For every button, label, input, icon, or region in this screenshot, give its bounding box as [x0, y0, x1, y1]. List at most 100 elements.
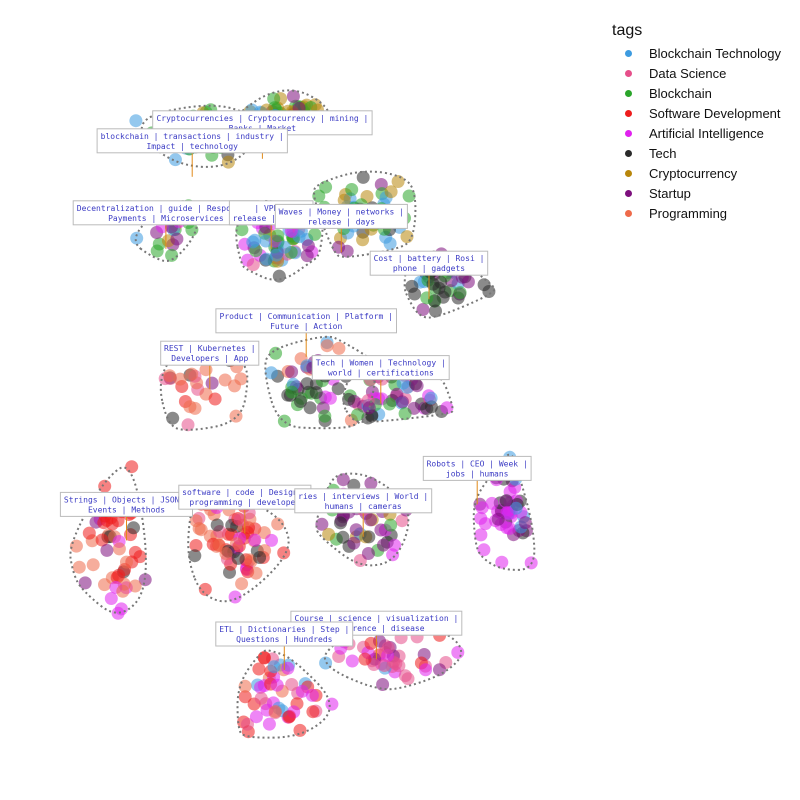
annotation-label: ETL | Dictionaries | Step | — [219, 625, 349, 634]
scatter-point — [294, 395, 307, 408]
legend-item: Programming — [612, 203, 800, 223]
annotation-label: Course | science | visualization | — [295, 614, 459, 623]
scatter-point — [235, 223, 249, 237]
cluster-annotation: Tech | Women | Technology |world | certi… — [311, 355, 450, 404]
scatter-point — [381, 641, 395, 655]
cluster-annotation: ries | interviews | World |humans | came… — [294, 488, 433, 537]
scatter-point — [129, 114, 143, 128]
scatter-point — [238, 679, 252, 693]
scatter-point — [278, 240, 291, 254]
scatter-point — [485, 496, 499, 510]
annotation-label: release | days — [308, 217, 376, 226]
scatter-point — [229, 537, 243, 551]
legend-item: Blockchain — [612, 84, 800, 104]
scatter-point — [500, 521, 514, 535]
annotation-box — [294, 488, 433, 514]
scatter-point — [170, 232, 184, 246]
legend-item: Data Science — [612, 64, 800, 84]
scatter-point — [461, 275, 475, 289]
scatter-point — [345, 654, 359, 668]
scatter-point — [120, 555, 133, 569]
legend-swatch — [625, 130, 632, 137]
scatter-point — [128, 545, 142, 559]
scatter-point — [112, 542, 126, 556]
scatter-point — [82, 526, 96, 540]
scatter-point — [318, 409, 332, 423]
scatter-point — [150, 244, 164, 258]
scatter-point — [377, 659, 391, 672]
scatter-point — [198, 582, 212, 596]
scatter-point — [228, 590, 242, 604]
annotation-label: humans | cameras — [325, 502, 402, 511]
legend-item: Artificial Intelligence — [612, 124, 800, 144]
scatter-point — [518, 516, 532, 530]
scatter-point — [205, 376, 219, 390]
scatter-point — [358, 652, 372, 666]
annotation-label: | VPN | — [254, 204, 288, 213]
cluster-outline — [403, 250, 496, 319]
scatter-point — [210, 518, 224, 532]
scatter-point — [264, 366, 278, 380]
scatter-point — [130, 231, 144, 245]
cluster-annotation: Strings | Objects | JSON |Events | Metho… — [59, 491, 194, 541]
annotation-box — [369, 250, 489, 276]
cluster-annotation: software | code | Design |programming | … — [178, 484, 312, 534]
scatter-point — [424, 391, 438, 405]
scatter-point — [495, 555, 509, 569]
scatter-point — [426, 277, 440, 291]
legend-item: Startup — [612, 183, 800, 203]
annotation-label: phone | gadgets — [393, 264, 465, 273]
annotation-label: Future | Action — [270, 322, 342, 331]
scatter-point — [231, 551, 245, 565]
legend-item: Cryptocurrency — [612, 163, 800, 183]
legend-label: Tech — [649, 145, 677, 161]
scatter-point — [332, 341, 346, 355]
annotation-label: Tech | Women | Technology | — [316, 359, 446, 368]
legend-items: Blockchain Technology Data Science Blockch… — [612, 44, 800, 223]
scatter-point — [282, 710, 296, 724]
scatter-point — [384, 185, 398, 199]
scatter-point — [402, 189, 416, 203]
scatter-point — [72, 560, 86, 574]
scatter-point — [286, 89, 300, 103]
scatter-point — [285, 365, 299, 379]
scatter-point — [243, 553, 257, 567]
scatter-point — [69, 539, 83, 553]
scatter-point — [319, 180, 333, 194]
annotation-label: world | certifications — [328, 369, 434, 378]
scatter-point — [241, 717, 254, 731]
legend-label: Startup — [649, 185, 691, 201]
scatter-point — [246, 258, 260, 272]
scatter-point — [401, 672, 415, 686]
scatter-point — [500, 505, 514, 519]
legend-swatch — [625, 110, 632, 118]
annotation-box — [178, 484, 312, 510]
scatter-point — [331, 382, 345, 396]
scatter-point — [336, 530, 350, 544]
cluster-outline — [323, 619, 463, 691]
scatter-point — [295, 684, 309, 698]
scatter-point — [475, 501, 489, 515]
scatter-point — [189, 539, 203, 552]
scatter-point — [128, 579, 142, 593]
scatter-point — [116, 584, 130, 598]
scatter-point — [337, 193, 351, 207]
annotation-label: Cryptocurrencies | Cryptocurrency | mini… — [156, 114, 368, 123]
annotation-box — [215, 621, 354, 647]
scatter-point — [181, 418, 195, 432]
annotation-box — [311, 355, 450, 381]
legend-swatch — [625, 209, 632, 217]
scatter-point — [347, 536, 361, 550]
scatter-point — [277, 414, 291, 428]
scatter-point — [478, 517, 492, 531]
scatter-point — [383, 397, 397, 411]
scatter-point — [173, 372, 187, 386]
legend-label: Programming — [649, 205, 728, 221]
annotation-label: Impact | technology — [146, 142, 238, 151]
scatter-point — [356, 170, 370, 184]
scatter-point — [356, 233, 370, 247]
scatter-point — [100, 543, 114, 557]
scatter-point — [301, 239, 315, 253]
scatter-point — [323, 391, 337, 405]
scatter-point — [322, 527, 336, 541]
